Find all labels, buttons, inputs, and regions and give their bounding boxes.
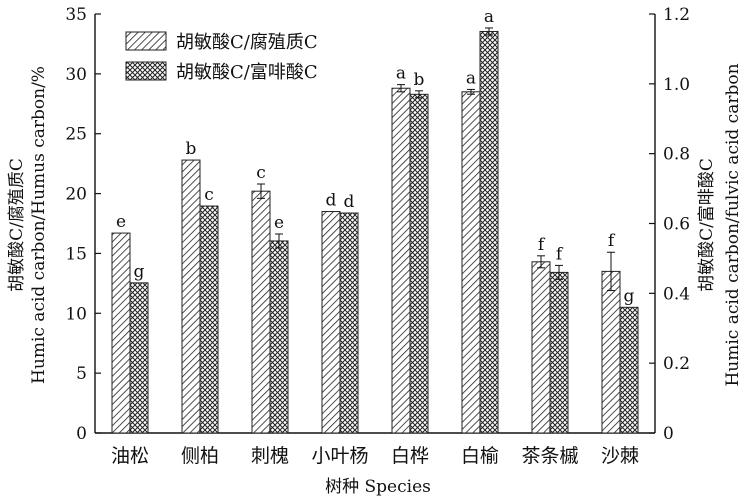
right-tick-label: 0.2 [663,354,690,374]
legend-swatch-fulvic [125,61,167,81]
left-tick-label: 20 [65,185,87,205]
left-tick-label: 35 [65,5,87,25]
left-tick-label: 25 [65,125,87,145]
significance-label: a [396,64,406,84]
bar-humus-ratio [111,232,131,434]
bar-fulvic-ratio [619,306,639,434]
significance-label: f [556,244,564,264]
bar-fulvic-ratio [409,93,429,434]
bar-fulvic-ratio [269,240,289,434]
bar-fulvic-ratio [549,271,569,434]
left-tick-label: 0 [76,424,87,444]
left-tick-label: 5 [76,364,87,384]
left-tick-label: 15 [65,244,87,264]
right-axis-title: Humic acid carbon/fulvic acid carbon [723,63,743,386]
x-tick-label: 刺槐 [251,445,289,467]
significance-label: b [414,70,425,90]
left-axis: 0 5 10 15 20 25 30 35 [65,5,101,444]
x-tick-label: 小叶杨 [311,445,368,467]
right-tick-label: 0.4 [663,284,690,304]
bar-fulvic-ratio [199,205,219,434]
right-tick-label: 1.0 [663,75,690,95]
significance-label: b [186,139,197,159]
legend-label-humus: 胡敏酸C/腐殖质C [176,31,318,53]
bar-fulvic-ratio [129,282,149,434]
significance-label: f [608,231,616,251]
bar-humus-ratio [181,159,201,434]
right-tick-label: 0.8 [663,145,690,165]
bar-humus-ratio [601,270,621,434]
legend-label-fulvic: 胡敏酸C/富啡酸C [176,62,318,83]
significance-label: a [466,68,476,88]
significance-label: g [134,262,145,282]
right-axis: 0 0.2 0.4 0.6 0.8 1.0 1.2 [649,5,690,444]
legend: 胡敏酸C/腐殖质C 胡敏酸C/富啡酸C [125,31,318,83]
right-tick-label: 0 [663,424,674,444]
left-tick-label: 30 [65,65,87,85]
bar-fulvic-ratio [339,212,359,434]
x-tick-label: 白桦 [391,445,429,467]
x-tick-label: 侧柏 [181,445,219,467]
bar-humus-ratio [391,87,411,434]
significance-label: c [204,185,214,205]
bar-humus-ratio [251,190,271,434]
significance-label: d [344,192,355,212]
left-tick-label: 10 [65,304,87,324]
x-tick-label: 油松 [111,445,149,467]
significance-label: e [274,213,284,233]
significance-label: c [256,163,266,183]
x-tick-label: 沙棘 [601,445,639,467]
x-axis-title: 树种 Species [325,477,431,497]
legend-swatch-humus [125,31,167,51]
significance-label: e [116,212,126,232]
bar-humus-ratio [321,211,341,434]
x-tick-label: 白榆 [461,445,499,467]
significance-label: f [538,235,546,255]
x-tick-label: 茶条槭 [521,445,578,467]
left-axis-title-cn: 胡敏酸C/腐殖质C [7,158,27,292]
bar-fulvic-ratio [479,30,499,434]
significance-label: g [624,286,635,306]
right-tick-label: 1.2 [663,5,690,25]
right-tick-label: 0.6 [663,215,690,235]
x-axis: 油松 侧柏 刺槐 小叶杨 白桦 白榆 茶条槭 沙棘 [111,427,639,467]
left-axis-title: Humic acid carbon/Humus carbon/% [29,66,49,384]
bar-humus-ratio [461,91,481,434]
right-axis-title-cn: 胡敏酸C/富啡酸C [697,158,717,292]
significance-label: d [326,191,337,211]
significance-label: a [484,7,494,27]
bar-humus-ratio [531,261,551,434]
